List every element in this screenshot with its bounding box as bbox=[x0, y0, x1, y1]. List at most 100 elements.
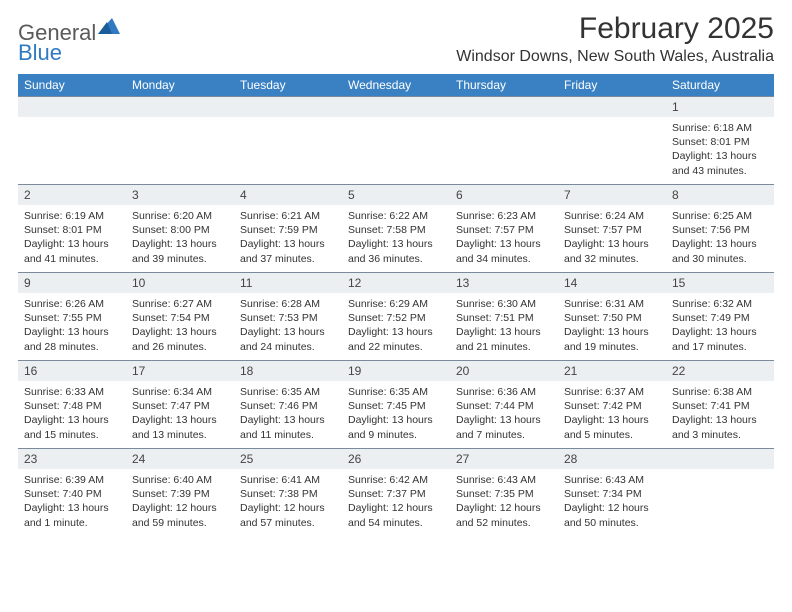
day-number: 24 bbox=[126, 448, 234, 469]
daylight-text: Daylight: 13 hours and 32 minutes. bbox=[564, 237, 660, 265]
calendar-cell: 6Sunrise: 6:23 AMSunset: 7:57 PMDaylight… bbox=[450, 184, 558, 272]
day-body: Sunrise: 6:37 AMSunset: 7:42 PMDaylight:… bbox=[558, 381, 666, 446]
sunset-text: Sunset: 7:56 PM bbox=[672, 223, 768, 237]
day-number: 27 bbox=[450, 448, 558, 469]
day-body: Sunrise: 6:33 AMSunset: 7:48 PMDaylight:… bbox=[18, 381, 126, 446]
daylight-text: Daylight: 13 hours and 15 minutes. bbox=[24, 413, 120, 441]
calendar-week-row: 2Sunrise: 6:19 AMSunset: 8:01 PMDaylight… bbox=[18, 184, 774, 272]
calendar-cell bbox=[558, 96, 666, 184]
calendar-page: General February 2025 Windsor Downs, New… bbox=[0, 0, 792, 548]
daylight-text: Daylight: 13 hours and 3 minutes. bbox=[672, 413, 768, 441]
daylight-text: Daylight: 13 hours and 24 minutes. bbox=[240, 325, 336, 353]
day-header: Thursday bbox=[450, 74, 558, 96]
sunset-text: Sunset: 7:45 PM bbox=[348, 399, 444, 413]
calendar-cell bbox=[666, 448, 774, 536]
day-header: Saturday bbox=[666, 74, 774, 96]
daylight-text: Daylight: 13 hours and 21 minutes. bbox=[456, 325, 552, 353]
day-body: Sunrise: 6:35 AMSunset: 7:45 PMDaylight:… bbox=[342, 381, 450, 446]
sunrise-text: Sunrise: 6:34 AM bbox=[132, 385, 228, 399]
sunset-text: Sunset: 7:47 PM bbox=[132, 399, 228, 413]
day-body: Sunrise: 6:43 AMSunset: 7:34 PMDaylight:… bbox=[558, 469, 666, 534]
sunset-text: Sunset: 7:50 PM bbox=[564, 311, 660, 325]
calendar-cell: 8 Sunrise: 6:25 AMSunset: 7:56 PMDaylight… bbox=[666, 184, 774, 272]
day-number: 20 bbox=[450, 360, 558, 381]
daylight-text: Daylight: 12 hours and 59 minutes. bbox=[132, 501, 228, 529]
day-body: Sunrise: 6:21 AMSunset: 7:59 PMDaylight:… bbox=[234, 205, 342, 270]
sunrise-text: Sunrise: 6:25 AM bbox=[672, 209, 768, 223]
day-header: Tuesday bbox=[234, 74, 342, 96]
daylight-text: Daylight: 13 hours and 41 minutes. bbox=[24, 237, 120, 265]
sunset-text: Sunset: 7:58 PM bbox=[348, 223, 444, 237]
day-number: 18 bbox=[234, 360, 342, 381]
calendar-cell: 27Sunrise: 6:43 AMSunset: 7:35 PMDayligh… bbox=[450, 448, 558, 536]
calendar-cell: 5Sunrise: 6:22 AMSunset: 7:58 PMDaylight… bbox=[342, 184, 450, 272]
day-body: Sunrise: 6:28 AMSunset: 7:53 PMDaylight:… bbox=[234, 293, 342, 358]
calendar-cell: 20Sunrise: 6:36 AMSunset: 7:44 PMDayligh… bbox=[450, 360, 558, 448]
day-body: Sunrise: 6:19 AMSunset: 8:01 PMDaylight:… bbox=[18, 205, 126, 270]
day-body: Sunrise: 6:24 AMSunset: 7:57 PMDaylight:… bbox=[558, 205, 666, 270]
daylight-text: Daylight: 13 hours and 7 minutes. bbox=[456, 413, 552, 441]
sunset-text: Sunset: 7:37 PM bbox=[348, 487, 444, 501]
calendar-cell: 4Sunrise: 6:21 AMSunset: 7:59 PMDaylight… bbox=[234, 184, 342, 272]
day-number: 28 bbox=[558, 448, 666, 469]
calendar-week-row: 16Sunrise: 6:33 AMSunset: 7:48 PMDayligh… bbox=[18, 360, 774, 448]
sunset-text: Sunset: 8:01 PM bbox=[672, 135, 768, 149]
day-number: 10 bbox=[126, 272, 234, 293]
calendar-table: SundayMondayTuesdayWednesdayThursdayFrid… bbox=[18, 74, 774, 536]
day-body: Sunrise: 6:32 AMSunset: 7:49 PMDaylight:… bbox=[666, 293, 774, 358]
calendar-cell: 2Sunrise: 6:19 AMSunset: 8:01 PMDaylight… bbox=[18, 184, 126, 272]
day-number: 21 bbox=[558, 360, 666, 381]
title-block: February 2025 Windsor Downs, New South W… bbox=[456, 12, 774, 66]
location-text: Windsor Downs, New South Wales, Australi… bbox=[456, 48, 774, 66]
brand-text-blue: Blue bbox=[18, 40, 62, 65]
sunset-text: Sunset: 7:39 PM bbox=[132, 487, 228, 501]
sunset-text: Sunset: 7:41 PM bbox=[672, 399, 768, 413]
calendar-cell: 11Sunrise: 6:28 AMSunset: 7:53 PMDayligh… bbox=[234, 272, 342, 360]
day-body: Sunrise: 6:30 AMSunset: 7:51 PMDaylight:… bbox=[450, 293, 558, 358]
day-number-empty bbox=[342, 96, 450, 117]
daylight-text: Daylight: 13 hours and 17 minutes. bbox=[672, 325, 768, 353]
calendar-cell: 10Sunrise: 6:27 AMSunset: 7:54 PMDayligh… bbox=[126, 272, 234, 360]
sunrise-text: Sunrise: 6:18 AM bbox=[672, 121, 768, 135]
day-header: Wednesday bbox=[342, 74, 450, 96]
day-number-empty bbox=[666, 448, 774, 469]
calendar-cell: 26Sunrise: 6:42 AMSunset: 7:37 PMDayligh… bbox=[342, 448, 450, 536]
day-number: 5 bbox=[342, 184, 450, 205]
day-number: 3 bbox=[126, 184, 234, 205]
daylight-text: Daylight: 13 hours and 43 minutes. bbox=[672, 149, 768, 177]
day-body: Sunrise: 6:20 AMSunset: 8:00 PMDaylight:… bbox=[126, 205, 234, 270]
daylight-text: Daylight: 13 hours and 26 minutes. bbox=[132, 325, 228, 353]
sunset-text: Sunset: 7:54 PM bbox=[132, 311, 228, 325]
sunset-text: Sunset: 7:57 PM bbox=[564, 223, 660, 237]
sunset-text: Sunset: 7:59 PM bbox=[240, 223, 336, 237]
daylight-text: Daylight: 13 hours and 5 minutes. bbox=[564, 413, 660, 441]
day-body: Sunrise: 6:41 AMSunset: 7:38 PMDaylight:… bbox=[234, 469, 342, 534]
day-body: Sunrise: 6:43 AMSunset: 7:35 PMDaylight:… bbox=[450, 469, 558, 534]
sunrise-text: Sunrise: 6:21 AM bbox=[240, 209, 336, 223]
day-number: 8 bbox=[666, 184, 774, 205]
sunrise-text: Sunrise: 6:33 AM bbox=[24, 385, 120, 399]
sunrise-text: Sunrise: 6:28 AM bbox=[240, 297, 336, 311]
day-number: 11 bbox=[234, 272, 342, 293]
day-number-empty bbox=[126, 96, 234, 117]
calendar-week-row: 1Sunrise: 6:18 AMSunset: 8:01 PMDaylight… bbox=[18, 96, 774, 184]
calendar-cell: 28Sunrise: 6:43 AMSunset: 7:34 PMDayligh… bbox=[558, 448, 666, 536]
day-header: Sunday bbox=[18, 74, 126, 96]
calendar-cell: 12Sunrise: 6:29 AMSunset: 7:52 PMDayligh… bbox=[342, 272, 450, 360]
daylight-text: Daylight: 13 hours and 30 minutes. bbox=[672, 237, 768, 265]
month-title: February 2025 bbox=[456, 12, 774, 46]
sunrise-text: Sunrise: 6:43 AM bbox=[564, 473, 660, 487]
sunset-text: Sunset: 7:34 PM bbox=[564, 487, 660, 501]
daylight-text: Daylight: 12 hours and 50 minutes. bbox=[564, 501, 660, 529]
calendar-cell: 22Sunrise: 6:38 AMSunset: 7:41 PMDayligh… bbox=[666, 360, 774, 448]
day-body: Sunrise: 6:29 AMSunset: 7:52 PMDaylight:… bbox=[342, 293, 450, 358]
daylight-text: Daylight: 13 hours and 36 minutes. bbox=[348, 237, 444, 265]
sunset-text: Sunset: 7:48 PM bbox=[24, 399, 120, 413]
calendar-cell bbox=[450, 96, 558, 184]
daylight-text: Daylight: 13 hours and 28 minutes. bbox=[24, 325, 120, 353]
daylight-text: Daylight: 12 hours and 57 minutes. bbox=[240, 501, 336, 529]
day-number: 22 bbox=[666, 360, 774, 381]
sunset-text: Sunset: 7:40 PM bbox=[24, 487, 120, 501]
calendar-body: 1Sunrise: 6:18 AMSunset: 8:01 PMDaylight… bbox=[18, 96, 774, 536]
day-number: 26 bbox=[342, 448, 450, 469]
